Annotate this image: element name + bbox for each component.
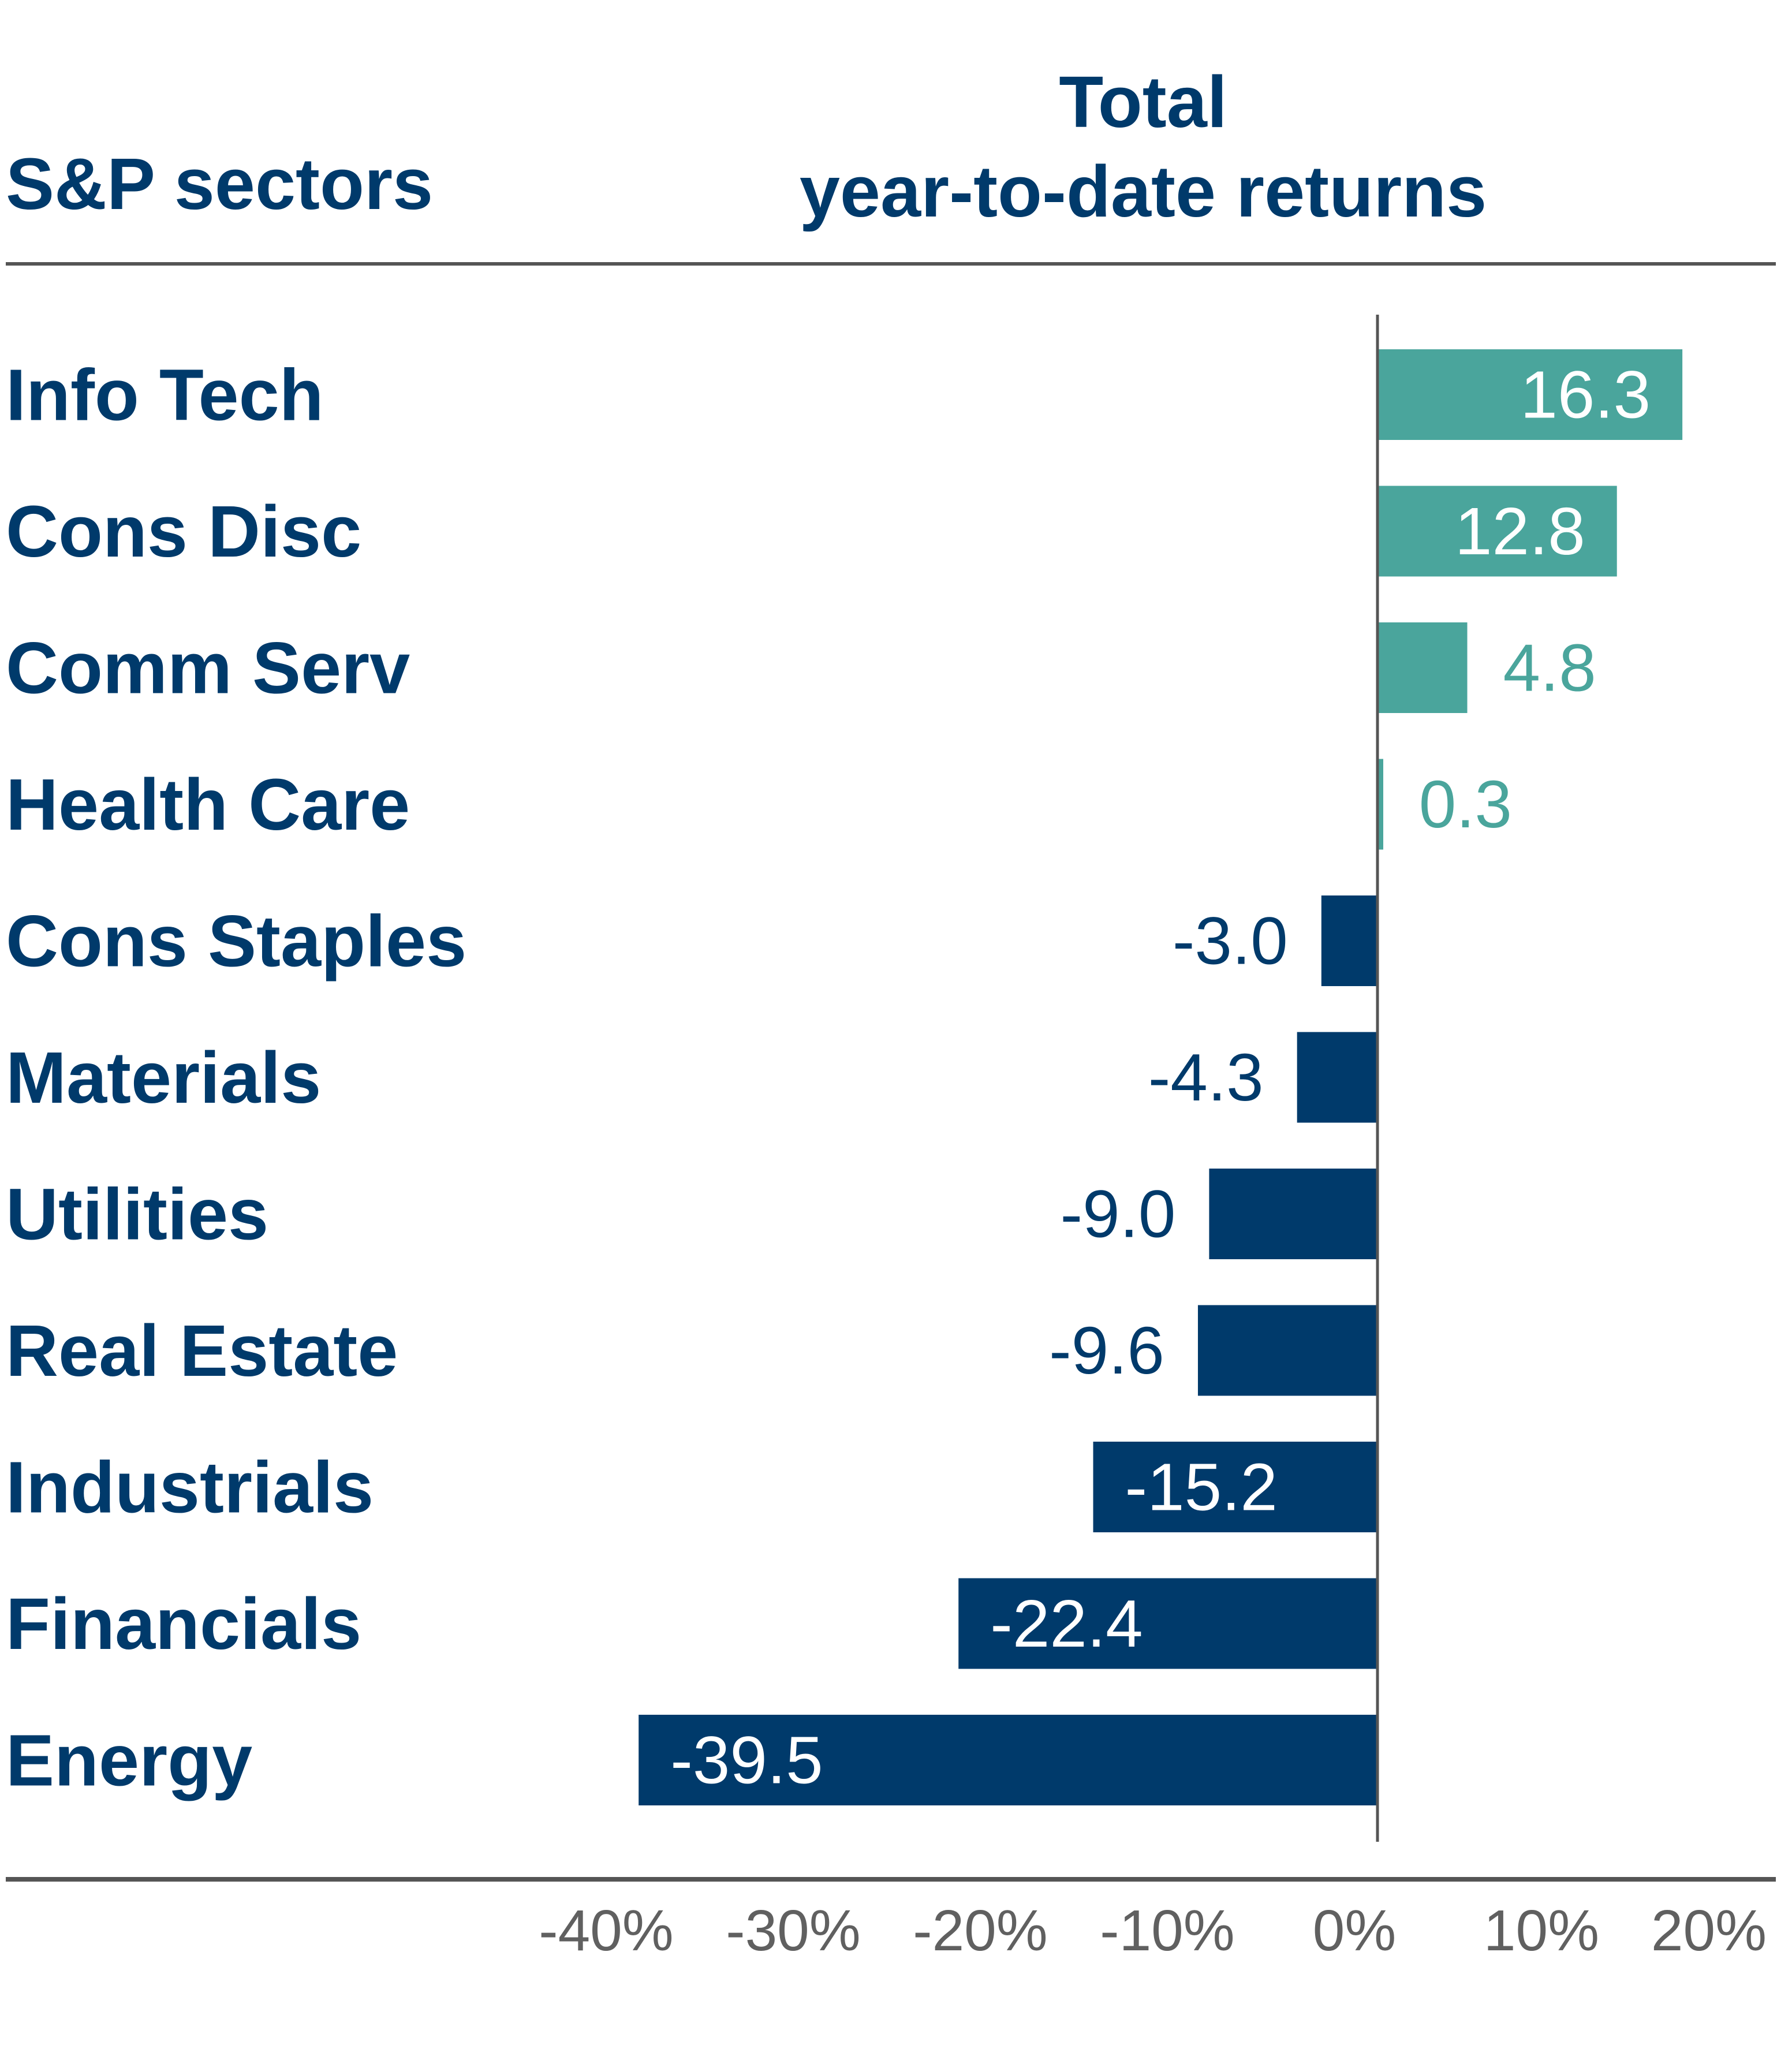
x-tick-label: 0%	[1313, 1898, 1397, 1963]
bar	[1377, 622, 1468, 713]
value-label: -9.6	[1049, 1313, 1164, 1388]
bar-group: Info Tech 16.3 Cons Disc 12.8 Comm Serv 4.8 He…	[6, 349, 1683, 1805]
value-label: -3.0	[1173, 904, 1288, 979]
category-label: Utilities	[6, 1174, 268, 1255]
value-label: -15.2	[1125, 1450, 1278, 1525]
value-label: -9.0	[1061, 1177, 1176, 1252]
x-tick-label: 10%	[1484, 1898, 1599, 1963]
x-tick-label: 20%	[1651, 1898, 1767, 1963]
category-label: Energy	[6, 1720, 252, 1801]
value-label: 4.8	[1503, 630, 1596, 706]
bar	[958, 1578, 1377, 1669]
bar	[1377, 759, 1383, 850]
bar	[1093, 1442, 1377, 1532]
bar	[1209, 1169, 1377, 1259]
x-tick-label: -40%	[539, 1898, 673, 1963]
bar	[1197, 1305, 1377, 1396]
x-tick-label: -30%	[726, 1898, 860, 1963]
value-label: -39.5	[670, 1723, 823, 1798]
chart-title-line2: year-to-date returns	[800, 151, 1487, 232]
x-axis-ticks: -40% -30% -20% -10% 0% 10% 20%	[539, 1898, 1767, 1963]
category-label: Health Care	[6, 764, 410, 845]
category-label: Financials	[6, 1583, 361, 1665]
bar	[639, 1715, 1377, 1805]
category-label: Info Tech	[6, 354, 324, 436]
value-label: -4.3	[1148, 1040, 1264, 1115]
bar	[1377, 349, 1683, 440]
bar	[1377, 486, 1617, 577]
value-label: -22.4	[990, 1586, 1143, 1661]
category-label: Materials	[6, 1037, 321, 1118]
bar	[1321, 895, 1377, 986]
category-label: Industrials	[6, 1447, 374, 1528]
category-label: Comm Serv	[6, 628, 410, 709]
value-label: 0.3	[1419, 767, 1512, 842]
left-header: S&P sectors	[6, 143, 433, 225]
chart-title-line1: Total	[1059, 61, 1227, 143]
value-label: 16.3	[1520, 357, 1651, 432]
bar	[1297, 1032, 1377, 1123]
category-label: Real Estate	[6, 1310, 398, 1391]
category-label: Cons Disc	[6, 491, 361, 572]
value-label: 12.8	[1455, 494, 1585, 569]
x-tick-label: -20%	[913, 1898, 1047, 1963]
x-tick-label: -10%	[1100, 1898, 1234, 1963]
category-label: Cons Staples	[6, 901, 466, 982]
